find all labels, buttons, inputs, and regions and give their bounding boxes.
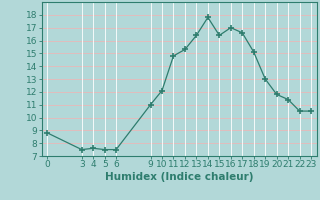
X-axis label: Humidex (Indice chaleur): Humidex (Indice chaleur): [105, 172, 253, 182]
